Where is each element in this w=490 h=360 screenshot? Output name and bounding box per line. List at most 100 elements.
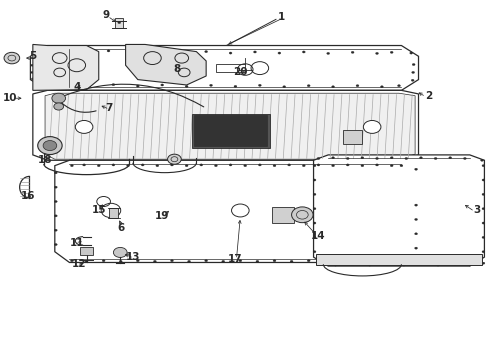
Circle shape <box>482 251 485 253</box>
Circle shape <box>402 264 405 266</box>
Circle shape <box>397 85 400 87</box>
Circle shape <box>153 260 156 262</box>
Circle shape <box>482 193 485 195</box>
Circle shape <box>118 22 121 24</box>
Circle shape <box>302 51 305 53</box>
Circle shape <box>390 51 393 53</box>
Circle shape <box>400 165 403 167</box>
Circle shape <box>302 165 305 167</box>
Bar <box>216 64 245 72</box>
Circle shape <box>63 84 66 86</box>
Polygon shape <box>33 90 418 160</box>
Circle shape <box>136 85 139 87</box>
Circle shape <box>351 263 354 265</box>
Text: 16: 16 <box>21 191 35 201</box>
Circle shape <box>52 93 66 103</box>
Circle shape <box>482 165 485 167</box>
Text: 8: 8 <box>173 64 180 74</box>
Circle shape <box>161 84 164 86</box>
Bar <box>316 254 482 265</box>
Circle shape <box>180 51 183 54</box>
Circle shape <box>185 85 188 87</box>
Circle shape <box>481 159 484 161</box>
Text: 5: 5 <box>29 51 36 61</box>
Circle shape <box>313 208 316 210</box>
Circle shape <box>156 50 159 52</box>
Circle shape <box>415 204 417 206</box>
Circle shape <box>359 260 362 262</box>
Text: 3: 3 <box>473 206 481 216</box>
Circle shape <box>31 78 34 80</box>
Circle shape <box>253 51 256 53</box>
Circle shape <box>419 157 422 159</box>
Circle shape <box>31 64 34 66</box>
Circle shape <box>415 233 417 235</box>
Bar <box>343 130 363 144</box>
Bar <box>23 19 409 327</box>
Circle shape <box>332 86 335 88</box>
Circle shape <box>356 85 359 87</box>
Circle shape <box>411 79 414 81</box>
Circle shape <box>112 164 115 166</box>
Circle shape <box>113 247 127 257</box>
Polygon shape <box>314 155 485 266</box>
Circle shape <box>292 207 313 223</box>
Circle shape <box>229 52 232 54</box>
Circle shape <box>54 186 57 188</box>
Polygon shape <box>55 160 417 262</box>
Polygon shape <box>125 44 206 85</box>
Circle shape <box>98 165 100 167</box>
Circle shape <box>168 154 181 164</box>
Circle shape <box>210 84 213 86</box>
Text: 6: 6 <box>117 224 124 233</box>
Circle shape <box>102 260 105 262</box>
Circle shape <box>288 164 291 166</box>
Circle shape <box>313 222 316 224</box>
Circle shape <box>419 263 422 265</box>
Circle shape <box>54 243 57 246</box>
Circle shape <box>415 219 417 221</box>
Circle shape <box>119 260 122 262</box>
Circle shape <box>313 251 316 253</box>
Circle shape <box>324 260 327 262</box>
Circle shape <box>342 260 344 262</box>
Circle shape <box>317 164 320 166</box>
Bar <box>115 18 123 28</box>
Circle shape <box>482 236 485 238</box>
Circle shape <box>54 172 57 174</box>
Circle shape <box>307 260 310 262</box>
Circle shape <box>83 51 86 54</box>
Circle shape <box>464 157 466 159</box>
Circle shape <box>317 157 320 159</box>
Circle shape <box>273 165 276 167</box>
Circle shape <box>215 165 218 167</box>
Circle shape <box>332 165 335 167</box>
Circle shape <box>188 260 191 262</box>
Bar <box>192 114 270 148</box>
Circle shape <box>171 164 173 166</box>
Circle shape <box>346 164 349 166</box>
Circle shape <box>412 71 415 73</box>
Circle shape <box>368 264 371 266</box>
Circle shape <box>54 103 64 110</box>
Circle shape <box>54 201 57 203</box>
Circle shape <box>334 264 337 266</box>
Text: 10: 10 <box>2 93 17 103</box>
Circle shape <box>346 157 349 159</box>
Circle shape <box>434 157 437 159</box>
Circle shape <box>278 52 281 54</box>
Circle shape <box>290 260 293 262</box>
Circle shape <box>482 262 485 264</box>
Bar <box>194 116 267 146</box>
Bar <box>80 247 93 255</box>
Text: 2: 2 <box>425 91 432 101</box>
Circle shape <box>88 85 91 87</box>
Circle shape <box>239 260 242 262</box>
Text: 1: 1 <box>278 12 286 22</box>
Circle shape <box>332 157 335 159</box>
Circle shape <box>75 121 93 134</box>
Circle shape <box>244 165 246 167</box>
Circle shape <box>71 165 73 167</box>
Circle shape <box>258 164 261 166</box>
Circle shape <box>107 50 110 52</box>
